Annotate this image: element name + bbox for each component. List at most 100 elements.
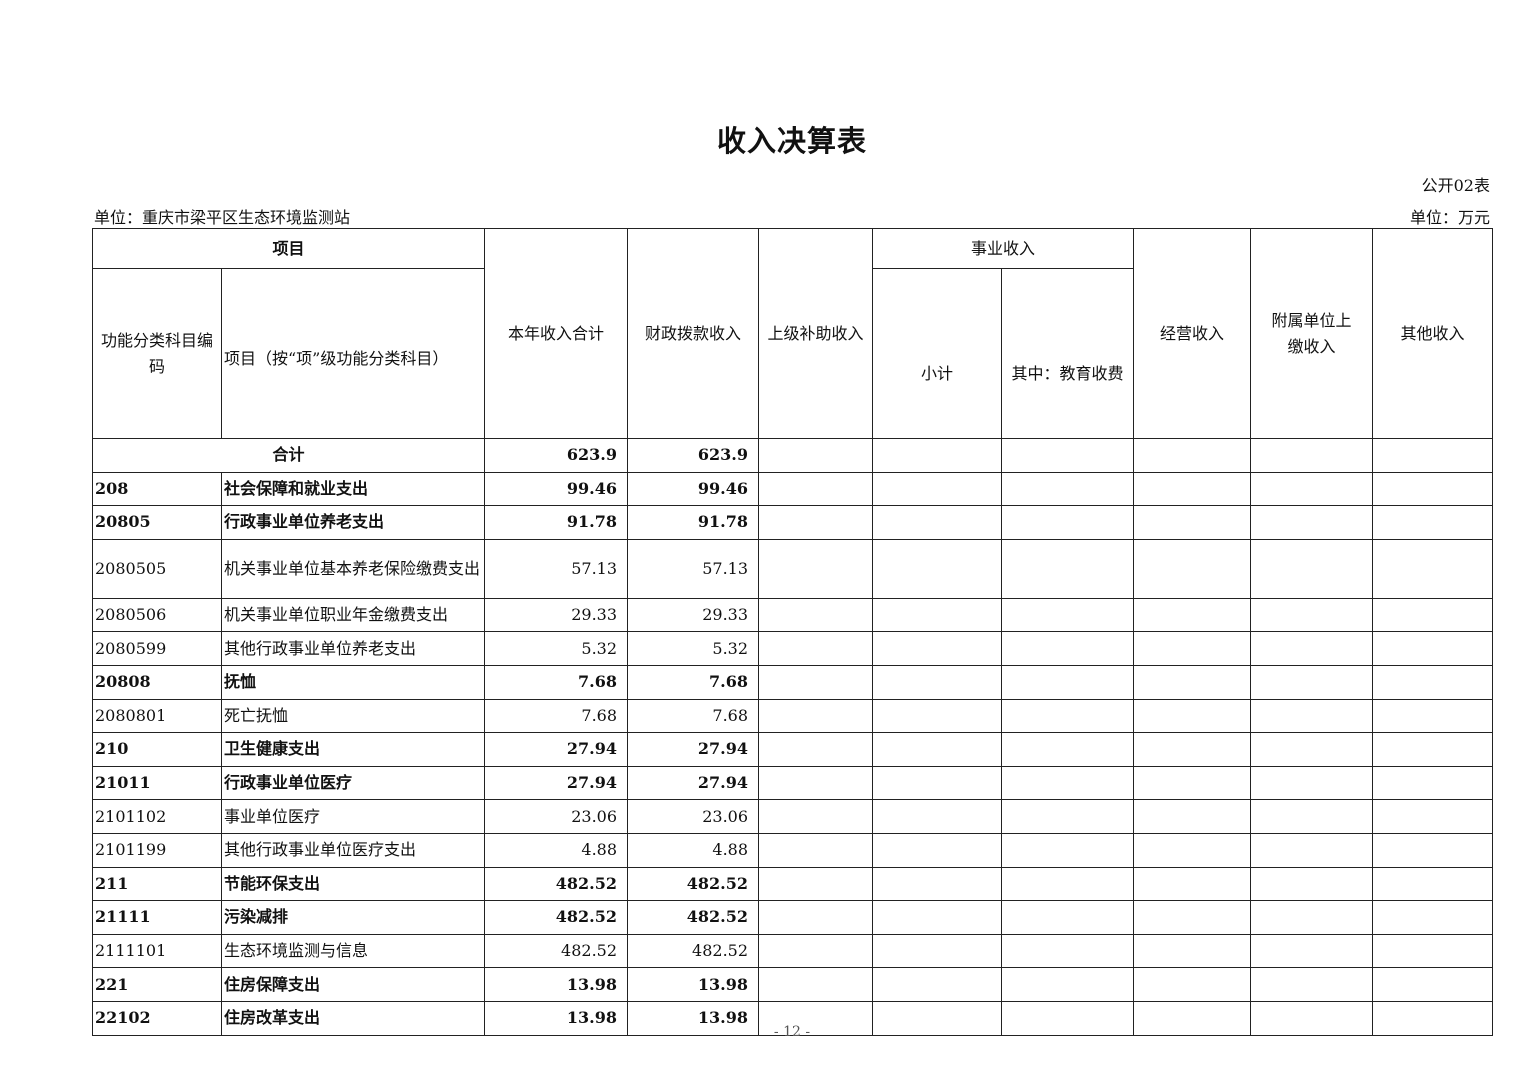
fiscal-income: 482.52 bbox=[627, 866, 760, 902]
table-row: 210 卫生健康支出 27.94 27.94 bbox=[92, 732, 1494, 767]
empty-cell bbox=[1372, 799, 1494, 834]
table-row: 2080506 机关事业单位职业年金缴费支出 29.33 29.33 bbox=[92, 597, 1494, 633]
item-code: 2111101 bbox=[92, 933, 222, 969]
empty-cell bbox=[758, 832, 874, 868]
empty-cell bbox=[1133, 933, 1252, 969]
empty-cell bbox=[872, 471, 1003, 507]
item-name: 机关事业单位基本养老保险缴费支出 bbox=[220, 538, 486, 599]
item-code: 208 bbox=[92, 471, 222, 507]
empty-cell bbox=[1133, 732, 1252, 767]
table-row: 221 住房保障支出 13.98 13.98 bbox=[92, 967, 1494, 1002]
item-name: 住房改革支出 bbox=[220, 1000, 486, 1036]
header-subtotal: 小计 bbox=[872, 268, 1003, 439]
empty-cell bbox=[872, 631, 1003, 666]
income-total: 7.68 bbox=[484, 698, 629, 734]
empty-cell bbox=[1133, 866, 1252, 902]
fiscal-income: 13.98 bbox=[627, 967, 760, 1002]
item-code: 2080801 bbox=[92, 698, 222, 734]
fiscal-income: 5.32 bbox=[627, 631, 760, 666]
empty-cell bbox=[758, 933, 874, 969]
empty-cell bbox=[1372, 832, 1494, 868]
table-row: 21011 行政事业单位医疗 27.94 27.94 bbox=[92, 765, 1494, 801]
empty-cell bbox=[1133, 900, 1252, 935]
fiscal-income: 482.52 bbox=[627, 933, 760, 969]
header-superior: 上级补助收入 bbox=[758, 228, 874, 439]
empty-cell bbox=[1133, 664, 1252, 700]
empty-cell bbox=[1133, 832, 1252, 868]
income-total: 7.68 bbox=[484, 664, 629, 700]
empty-cell bbox=[1133, 1000, 1252, 1036]
empty-cell bbox=[758, 631, 874, 666]
income-total: 482.52 bbox=[484, 900, 629, 935]
item-code: 2080506 bbox=[92, 597, 222, 633]
empty-cell bbox=[1372, 664, 1494, 700]
empty-cell bbox=[1001, 538, 1135, 599]
empty-cell bbox=[1250, 732, 1374, 767]
empty-cell bbox=[872, 765, 1003, 801]
total-income: 623.9 bbox=[484, 438, 629, 473]
item-code: 221 bbox=[92, 967, 222, 1002]
income-total: 4.88 bbox=[484, 832, 629, 868]
empty-cell bbox=[758, 866, 874, 902]
income-total: 5.32 bbox=[484, 631, 629, 666]
fiscal-income: 27.94 bbox=[627, 732, 760, 767]
empty-cell bbox=[872, 799, 1003, 834]
empty-cell bbox=[1001, 471, 1135, 507]
empty-cell bbox=[1250, 799, 1374, 834]
empty-cell bbox=[1372, 597, 1494, 633]
header-business: 事业收入 bbox=[872, 228, 1135, 269]
header-code: 功能分类科目编码 bbox=[92, 268, 222, 439]
empty-cell bbox=[1250, 765, 1374, 801]
empty-cell bbox=[872, 900, 1003, 935]
header-name: 项目（按“项”级功能分类科目） bbox=[220, 268, 486, 439]
empty-cell bbox=[872, 832, 1003, 868]
item-name: 行政事业单位养老支出 bbox=[220, 505, 486, 540]
item-code: 210 bbox=[92, 732, 222, 767]
item-code: 21111 bbox=[92, 900, 222, 935]
empty-cell bbox=[1250, 866, 1374, 902]
table-row: 20805 行政事业单位养老支出 91.78 91.78 bbox=[92, 505, 1494, 540]
empty-cell bbox=[872, 933, 1003, 969]
empty-cell bbox=[872, 866, 1003, 902]
fiscal-income: 99.46 bbox=[627, 471, 760, 507]
fiscal-income: 7.68 bbox=[627, 664, 760, 700]
header-other: 其他收入 bbox=[1372, 228, 1494, 439]
item-name: 其他行政事业单位医疗支出 bbox=[220, 832, 486, 868]
empty-cell bbox=[1250, 505, 1374, 540]
fiscal-income: 23.06 bbox=[627, 799, 760, 834]
income-total: 29.33 bbox=[484, 597, 629, 633]
total-fiscal: 623.9 bbox=[627, 438, 760, 473]
empty-cell bbox=[1372, 538, 1494, 599]
header-fiscal: 财政拨款收入 bbox=[627, 228, 760, 439]
empty-cell bbox=[872, 698, 1003, 734]
item-name: 社会保障和就业支出 bbox=[220, 471, 486, 507]
item-code: 2101199 bbox=[92, 832, 222, 868]
empty-cell bbox=[758, 597, 874, 633]
fiscal-income: 13.98 bbox=[627, 1000, 760, 1036]
item-name: 行政事业单位医疗 bbox=[220, 765, 486, 801]
table-row: 21111 污染减排 482.52 482.52 bbox=[92, 900, 1494, 935]
item-code: 2080505 bbox=[92, 538, 222, 599]
income-total: 482.52 bbox=[484, 866, 629, 902]
item-name: 卫生健康支出 bbox=[220, 732, 486, 767]
empty-cell bbox=[1372, 900, 1494, 935]
empty-cell bbox=[758, 765, 874, 801]
item-code: 2080599 bbox=[92, 631, 222, 666]
empty-cell bbox=[1001, 933, 1135, 969]
header-education: 其中：教育收费 bbox=[1001, 268, 1135, 439]
empty-cell bbox=[1250, 698, 1374, 734]
income-total: 13.98 bbox=[484, 967, 629, 1002]
fiscal-income: 7.68 bbox=[627, 698, 760, 734]
empty-cell bbox=[1133, 597, 1252, 633]
empty-cell bbox=[872, 967, 1003, 1002]
table-row: 208 社会保障和就业支出 99.46 99.46 bbox=[92, 471, 1494, 507]
header-affiliated: 附属单位上缴收入 bbox=[1250, 228, 1374, 439]
fiscal-income: 57.13 bbox=[627, 538, 760, 599]
fiscal-income: 482.52 bbox=[627, 900, 760, 935]
empty-cell bbox=[758, 505, 874, 540]
table-row: 2080801 死亡抚恤 7.68 7.68 bbox=[92, 698, 1494, 734]
empty-cell bbox=[872, 732, 1003, 767]
empty-cell bbox=[1250, 471, 1374, 507]
empty-cell bbox=[1001, 832, 1135, 868]
empty-cell bbox=[1133, 471, 1252, 507]
